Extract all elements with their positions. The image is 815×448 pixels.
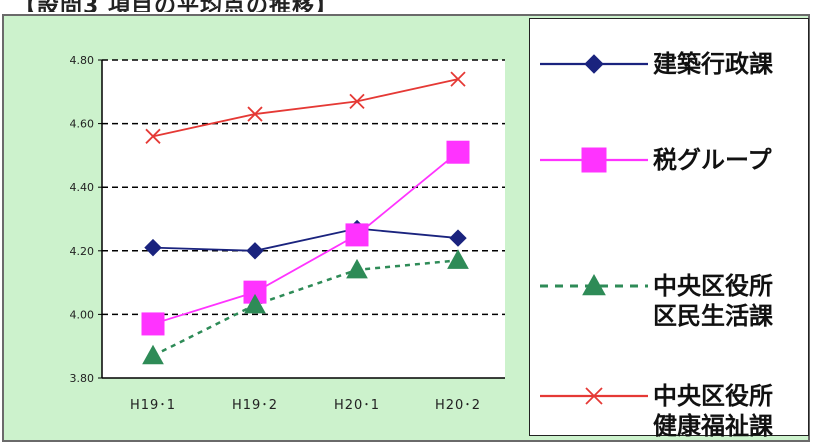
y-tick-label: 4.80 (70, 54, 95, 67)
data-point-series-3 (142, 344, 164, 365)
y-tick-label: 4.00 (70, 308, 95, 321)
plot-area (102, 60, 505, 378)
data-point-series-1 (246, 242, 264, 260)
chart-legend: 建築行政課 税グループ 中央区役所 区民生活課 中央区役所 健康福祉課 (529, 18, 809, 441)
legend-swatch (540, 387, 648, 405)
legend-entry: 税グループ (530, 145, 808, 225)
data-point-series-2 (141, 312, 165, 336)
legend-label: 税グループ (653, 145, 772, 175)
data-point-series-4 (349, 93, 365, 109)
legend-label-line: 健康福祉課 (653, 412, 773, 440)
data-point-series-4 (247, 106, 263, 122)
data-point-series-1 (144, 238, 162, 257)
legend-label-line: 中央区役所 (653, 272, 773, 300)
legend-label: 中央区役所 区民生活課 (653, 271, 773, 331)
x-tick-label: H19･2 (232, 398, 278, 413)
legend-entry: 中央区役所 区民生活課 (530, 250, 808, 330)
legend-swatch (540, 147, 648, 173)
legend-label: 建築行政課 (653, 49, 773, 79)
legend-marker (585, 387, 603, 405)
legend-label-line: 中央区役所 (653, 382, 773, 410)
data-point-series-4 (145, 128, 161, 144)
chart-title: 【設問3 項目の平均点の推移】 (0, 0, 815, 12)
legend-label-line: 建築行政課 (653, 50, 773, 78)
legend-label: 中央区役所 健康福祉課 (653, 381, 773, 441)
y-tick-label: 3.80 (70, 372, 95, 385)
series-line-1 (152, 227, 459, 252)
data-point-series-3 (346, 258, 368, 279)
legend-marker (582, 273, 606, 296)
legend-marker (584, 54, 604, 74)
legend-swatch (540, 273, 648, 296)
legend-entry: 中央区役所 健康福祉課 (530, 358, 808, 441)
x-tick-label: H20･2 (435, 398, 481, 413)
y-tick-label: 4.40 (70, 181, 95, 194)
series-line-2 (152, 151, 459, 325)
data-point-series-3 (244, 293, 266, 314)
chart-title-text: 【設問3 項目の平均点の推移】 (14, 0, 338, 12)
legend-label-line: 税グループ (653, 146, 772, 174)
series-line-4 (152, 78, 459, 138)
y-tick-label: 4.60 (70, 118, 95, 131)
legend-swatch (540, 54, 648, 74)
legend-marker (581, 147, 607, 173)
y-tick-label: 4.20 (70, 245, 95, 258)
data-point-series-2 (446, 140, 470, 164)
data-point-series-1 (449, 229, 467, 247)
data-point-series-2 (345, 223, 369, 247)
x-tick-label: H19･1 (130, 398, 176, 413)
data-point-series-3 (447, 249, 469, 269)
legend-label-line: 区民生活課 (653, 302, 773, 330)
legend-entry: 建築行政課 (530, 45, 808, 125)
series-line-3 (152, 259, 459, 357)
x-tick-label: H20･1 (334, 398, 380, 413)
data-point-series-4 (450, 71, 466, 87)
